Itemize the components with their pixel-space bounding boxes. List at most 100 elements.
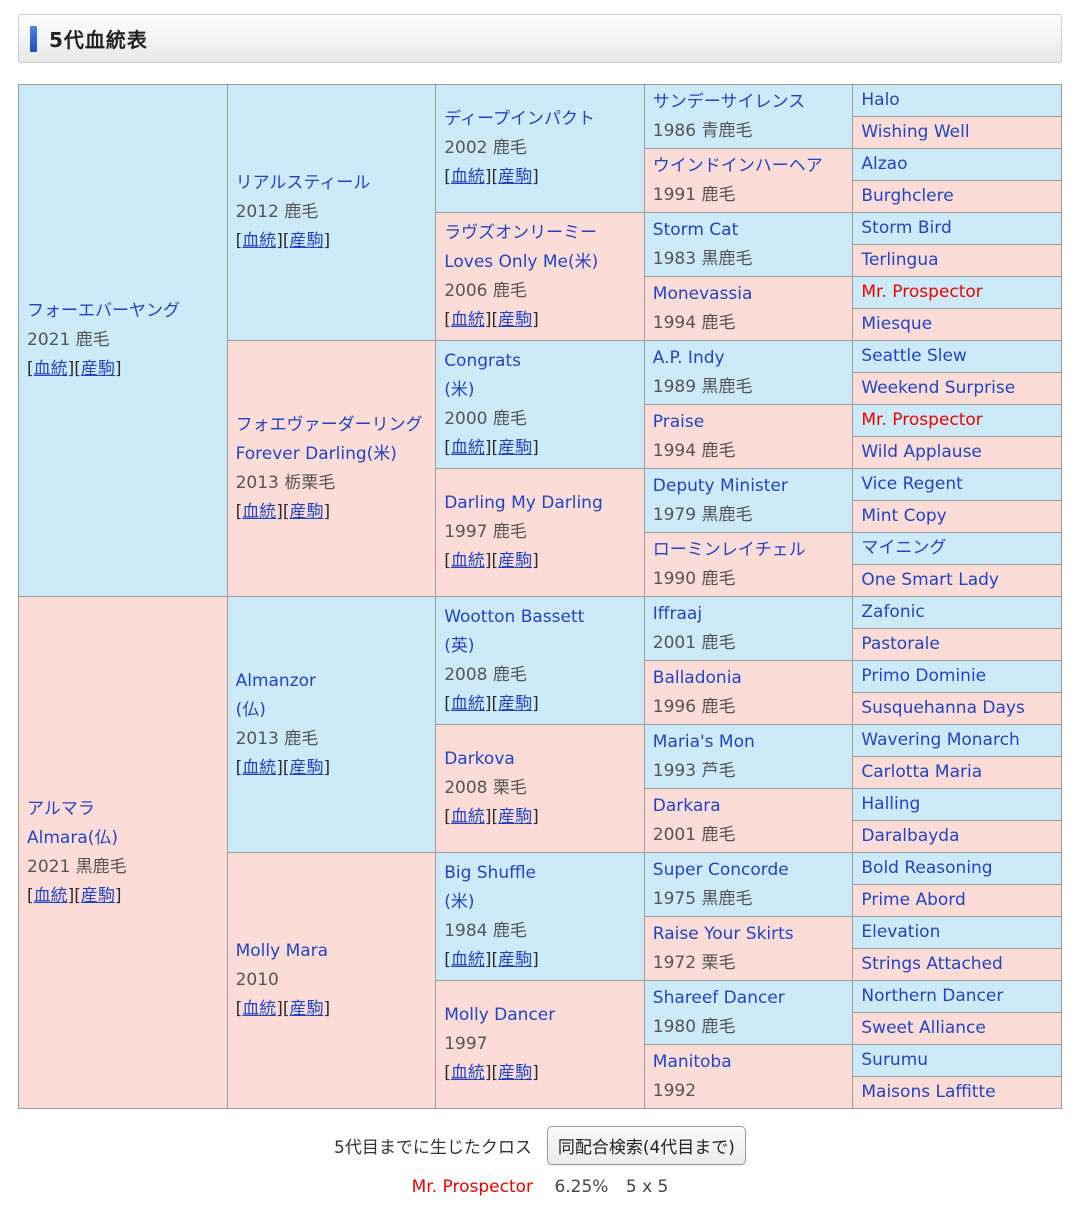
progeny-link[interactable]: 産駒 [498, 693, 533, 714]
horse-name-link[interactable]: Daralbayda [861, 826, 960, 846]
horse-name-link[interactable]: Wishing Well [861, 122, 970, 142]
horse-name-link[interactable]: Pastorale [861, 634, 940, 654]
horse-name-link[interactable]: Primo Dominie [861, 666, 987, 686]
horse-name-link[interactable]: Susquehanna Days [861, 698, 1025, 718]
horse-name-link[interactable]: Halling [861, 794, 921, 814]
horse-name-link[interactable]: Molly Dancer [444, 1005, 556, 1025]
horse-name-link[interactable]: Terlingua [861, 250, 939, 270]
horse-name-link[interactable]: Strings Attached [861, 954, 1003, 974]
horse-name-link[interactable]: Zafonic [861, 602, 925, 622]
horse-name-link[interactable]: Maisons Laffitte [861, 1082, 996, 1102]
progeny-link[interactable]: 産駒 [498, 167, 533, 187]
horse-name-link[interactable]: (仏) [235, 699, 266, 720]
horse-name-link[interactable]: Manitoba [652, 1051, 732, 1072]
blood-link[interactable]: 血統 [450, 437, 485, 458]
horse-name-link[interactable]: Praise [652, 411, 705, 432]
pedigree-row: Weekend Surprise [19, 372, 1062, 405]
blood-link[interactable]: 血統 [242, 757, 277, 778]
blood-link[interactable]: 血統 [450, 693, 485, 714]
horse-name-link[interactable]: Mr. Prospector [861, 282, 983, 302]
horse-name-link[interactable]: Seattle Slew [861, 346, 967, 366]
horse-name-link[interactable]: ディープインパクト [444, 109, 595, 129]
horse-name-link[interactable]: ウインドインハーヘア [652, 155, 823, 176]
horse-name-link[interactable]: (英) [444, 635, 475, 656]
horse-name-link[interactable]: Darkara [652, 795, 721, 816]
blood-link[interactable]: 血統 [242, 501, 277, 522]
horse-name-link[interactable]: Surumu [861, 1050, 929, 1070]
progeny-link[interactable]: 産駒 [498, 437, 533, 458]
horse-name-link[interactable]: Northern Dancer [861, 986, 1004, 1006]
horse-name-link[interactable]: Iffraaj [652, 603, 703, 624]
horse-name-link[interactable]: Big Shuffle [444, 862, 537, 883]
cross-horse-link[interactable]: Mr. Prospector [411, 1177, 534, 1197]
horse-name-link[interactable]: アルマラ [27, 798, 95, 819]
horse-name-link[interactable]: Almanzor [235, 670, 317, 691]
horse-name-link[interactable]: Wavering Monarch [861, 730, 1020, 750]
horse-name-link[interactable]: マイニング [861, 538, 947, 558]
horse-name-link[interactable]: Darling My Darling [444, 493, 603, 513]
progeny-link[interactable]: 産駒 [498, 807, 533, 827]
horse-name-link[interactable]: ローミンレイチェル [652, 539, 806, 560]
progeny-link[interactable]: 産駒 [289, 757, 324, 778]
horse-name-link[interactable]: Burghclere [861, 186, 954, 206]
same-mating-search-button[interactable]: 同配合検索(4代目まで) [546, 1125, 746, 1165]
horse-name-link[interactable]: フォーエバーヤング [27, 301, 180, 321]
horse-name-link[interactable]: Weekend Surprise [861, 378, 1016, 398]
horse-name-link[interactable]: Prime Abord [861, 890, 966, 910]
progeny-link[interactable]: 産駒 [289, 999, 324, 1019]
horse-name-link[interactable]: Miesque [861, 314, 933, 334]
blood-link[interactable]: 血統 [450, 309, 485, 330]
blood-link[interactable]: 血統 [242, 999, 277, 1019]
horse-name-link[interactable]: Loves Only Me(米) [444, 251, 599, 272]
progeny-link[interactable]: 産駒 [289, 231, 324, 251]
horse-name-link[interactable]: リアルスティール [235, 173, 371, 193]
horse-name-link[interactable]: Monevassia [652, 283, 753, 304]
horse-name-link[interactable]: (米) [444, 379, 475, 400]
horse-name-link[interactable]: Raise Your Skirts [652, 923, 794, 944]
blood-link[interactable]: 血統 [450, 949, 485, 970]
horse-name-link[interactable]: Congrats [444, 350, 521, 371]
blood-link[interactable]: 血統 [33, 885, 68, 906]
horse-name-link[interactable]: Mint Copy [861, 506, 947, 526]
progeny-link[interactable]: 産駒 [80, 359, 115, 379]
horse-name-link[interactable]: サンデーサイレンス [652, 91, 806, 112]
blood-link[interactable]: 血統 [33, 359, 68, 379]
blood-link[interactable]: 血統 [450, 807, 485, 827]
progeny-link[interactable]: 産駒 [498, 551, 533, 571]
horse-name-link[interactable]: Super Concorde [652, 859, 789, 880]
horse-name-link[interactable]: Vice Regent [861, 474, 963, 494]
horse-name-link[interactable]: Forever Darling(米) [235, 443, 397, 464]
blood-link[interactable]: 血統 [450, 1063, 485, 1083]
progeny-link[interactable]: 産駒 [498, 1063, 533, 1083]
horse-name-link[interactable]: Elevation [861, 922, 941, 942]
horse-name-link[interactable]: Wild Applause [861, 442, 982, 462]
horse-name-link[interactable]: Shareef Dancer [652, 987, 785, 1008]
blood-link[interactable]: 血統 [450, 167, 485, 187]
progeny-link[interactable]: 産駒 [80, 885, 115, 906]
horse-name-link[interactable]: Mr. Prospector [861, 410, 983, 430]
horse-name-link[interactable]: Alzao [861, 154, 908, 174]
horse-name-link[interactable]: (米) [444, 891, 475, 912]
horse-name-link[interactable]: Almara(仏) [27, 827, 119, 848]
horse-name-link[interactable]: フォエヴァーダーリング [235, 414, 423, 435]
horse-name-link[interactable]: Storm Cat [652, 219, 739, 240]
horse-name-link[interactable]: Storm Bird [861, 218, 952, 238]
progeny-link[interactable]: 産駒 [498, 949, 533, 970]
blood-link[interactable]: 血統 [450, 551, 485, 571]
blood-link[interactable]: 血統 [242, 231, 277, 251]
horse-name-link[interactable]: Maria's Mon [652, 731, 755, 752]
horse-name-link[interactable]: Carlotta Maria [861, 762, 983, 782]
progeny-link[interactable]: 産駒 [289, 501, 324, 522]
horse-name-link[interactable]: Deputy Minister [652, 475, 788, 496]
progeny-link[interactable]: 産駒 [498, 309, 533, 330]
horse-name-link[interactable]: Molly Mara [235, 941, 329, 961]
horse-name-link[interactable]: Sweet Alliance [861, 1018, 986, 1038]
horse-name-link[interactable]: Darkova [444, 749, 515, 769]
horse-name-link[interactable]: Bold Reasoning [861, 858, 993, 878]
horse-name-link[interactable]: Balladonia [652, 667, 742, 688]
horse-name-link[interactable]: ラヴズオンリーミー [444, 222, 598, 243]
horse-name-link[interactable]: Wootton Bassett [444, 606, 585, 627]
horse-name-link[interactable]: A.P. Indy [652, 347, 725, 368]
horse-name-link[interactable]: One Smart Lady [861, 570, 999, 590]
horse-name-link[interactable]: Halo [861, 90, 900, 110]
